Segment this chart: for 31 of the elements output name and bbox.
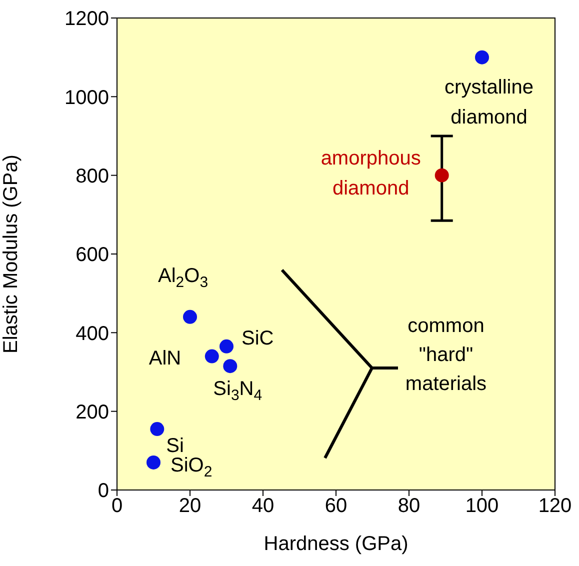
- point: [434, 168, 449, 182]
- x-tick-label: 120: [538, 495, 572, 518]
- point: [223, 359, 238, 374]
- y-tick-label: 400: [76, 322, 109, 345]
- annotation: SiC: [242, 327, 274, 350]
- x-tick-label: 20: [178, 495, 202, 518]
- x-tick-label: 80: [398, 495, 420, 518]
- point: [183, 310, 197, 324]
- point: [204, 349, 219, 364]
- point: [220, 339, 234, 354]
- y-tick-label: 800: [76, 165, 109, 188]
- x-axis-title: Hardness (GPa): [264, 533, 408, 555]
- point: [475, 50, 489, 64]
- annotation: Si$_{3}$N$_{4}$: [213, 378, 262, 404]
- annotation: common "hard" materials: [405, 315, 487, 395]
- point: [150, 422, 164, 436]
- y-tick-label: 1200: [64, 8, 109, 30]
- annotation: amorphous diamond: [320, 147, 421, 200]
- y-tick-label: 1000: [64, 86, 109, 109]
- x-tick-label: 60: [324, 495, 348, 518]
- y-tick-label: 0: [98, 480, 109, 502]
- annotation: crystalline diamond: [444, 76, 534, 128]
- x-tick-label: 100: [465, 495, 499, 518]
- y-tick-label: 200: [76, 401, 109, 424]
- point: [146, 455, 160, 470]
- x-tick-label: 40: [252, 495, 274, 518]
- y-tick-label: 600: [76, 244, 109, 266]
- x-tick-label: 0: [111, 495, 123, 518]
- annotation: AlN: [148, 347, 182, 370]
- y-axis-title: Elastic Modulus (GPa): [0, 154, 22, 354]
- annotation: Al$_{2}$O$_{3}$: [158, 264, 208, 290]
